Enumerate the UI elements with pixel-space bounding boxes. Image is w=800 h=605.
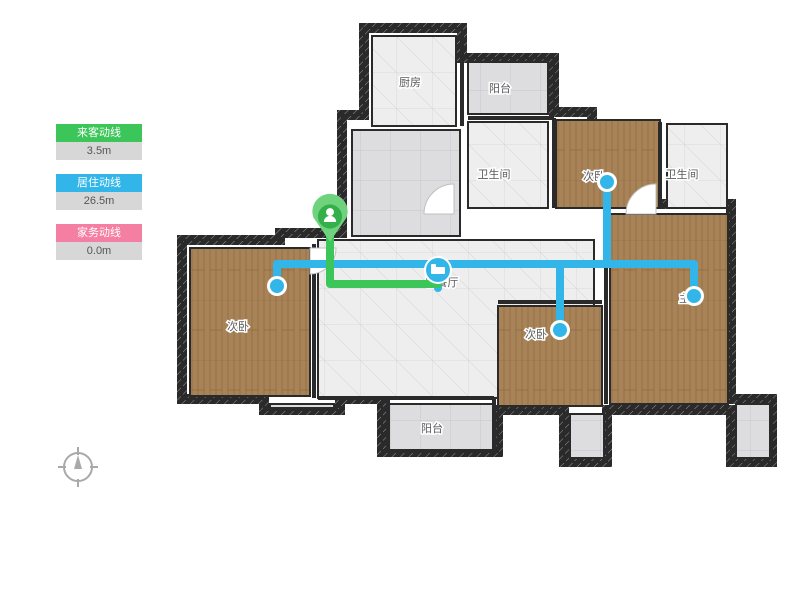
legend-item-1: 居住动线26.5m — [56, 174, 142, 210]
flow-endpoint — [270, 279, 284, 293]
flow-endpoint — [687, 289, 701, 303]
room-label-bath_w: 卫生间 — [478, 167, 511, 181]
floor-plan-svg: 厨房厨房阳台阳台卫生间卫生间次卧次卧卫生间卫生间次卧次卧客餐厅客餐厅次卧次卧主卧… — [0, 0, 800, 600]
legend-label: 居住动线 — [56, 174, 142, 192]
flow-endpoint — [553, 323, 567, 337]
legend-item-2: 家务动线0.0m — [56, 224, 142, 260]
floor-plan-stage: 厨房厨房阳台阳台卫生间卫生间次卧次卧卫生间卫生间次卧次卧客餐厅客餐厅次卧次卧主卧… — [0, 0, 800, 600]
room-balcony_sw — [270, 404, 334, 408]
legend-item-0: 来客动线3.5m — [56, 124, 142, 160]
room-master — [610, 214, 728, 404]
legend-label: 来客动线 — [56, 124, 142, 142]
flow-endpoint — [600, 175, 614, 189]
room-bath_w — [468, 122, 548, 208]
room-bed_w — [190, 248, 310, 396]
legend-value: 26.5m — [56, 192, 142, 210]
compass-icon — [56, 445, 100, 489]
room-label-balcony_s: 阳台 — [421, 421, 443, 435]
room-balcony_sc — [570, 414, 604, 458]
room-label-bed_w: 次卧 — [227, 319, 249, 333]
room-bath_e — [667, 124, 727, 208]
flow-legend: 来客动线3.5m 居住动线26.5m 家务动线0.0m — [56, 124, 142, 274]
room-hall_n — [352, 130, 460, 236]
legend-label: 家务动线 — [56, 224, 142, 242]
room-label-kitchen: 厨房 — [399, 76, 421, 89]
room-bed_sc — [498, 306, 602, 406]
room-label-balcony_n: 阳台 — [489, 81, 511, 95]
legend-value: 0.0m — [56, 242, 142, 260]
room-label-bed_sc: 次卧 — [525, 327, 547, 341]
room-balcony_se — [736, 404, 770, 458]
legend-value: 3.5m — [56, 142, 142, 160]
room-label-bath_e: 卫生间 — [666, 167, 699, 181]
